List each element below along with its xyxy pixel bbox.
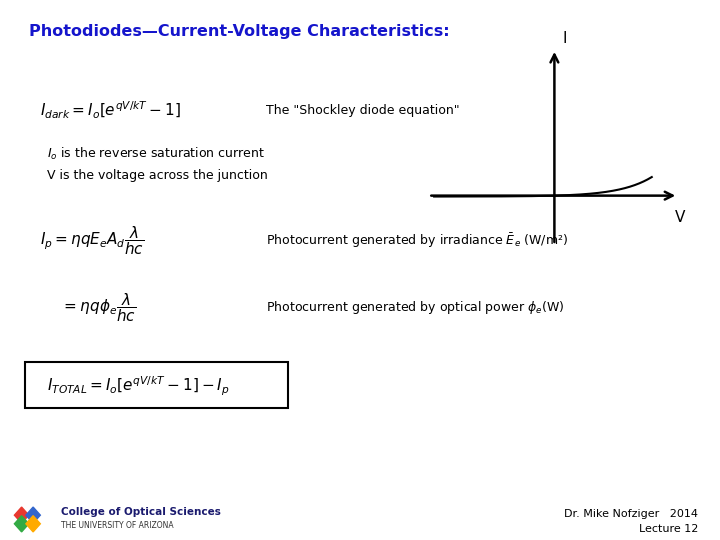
Polygon shape: [14, 507, 29, 523]
Text: THE UNIVERSITY OF ARIZONA: THE UNIVERSITY OF ARIZONA: [61, 521, 174, 530]
Polygon shape: [26, 507, 40, 523]
Bar: [25, 362, 288, 408]
Text: V is the voltage across the junction: V is the voltage across the junction: [47, 169, 268, 182]
Text: $= \eta q \phi_e \dfrac{\lambda}{hc}$: $= \eta q \phi_e \dfrac{\lambda}{hc}$: [61, 292, 136, 324]
Text: $I_{dark} = I_o\left[e^{qV/kT}-1\right]$: $I_{dark} = I_o\left[e^{qV/kT}-1\right]$: [40, 100, 181, 122]
Text: Dr. Mike Nofziger   2014: Dr. Mike Nofziger 2014: [564, 509, 698, 519]
Text: V: V: [675, 210, 685, 225]
Text: I: I: [562, 31, 567, 45]
Text: Photocurrent generated by irradiance $\bar{E}_e$ (W/m²): Photocurrent generated by irradiance $\b…: [266, 231, 569, 249]
Text: The "Shockley diode equation": The "Shockley diode equation": [266, 104, 460, 117]
Text: $I_o$ is the reverse saturation current: $I_o$ is the reverse saturation current: [47, 146, 265, 162]
Text: $I_p = \eta q E_e A_d \dfrac{\lambda}{hc}$: $I_p = \eta q E_e A_d \dfrac{\lambda}{hc…: [40, 224, 144, 256]
Polygon shape: [14, 516, 29, 532]
Text: $I_{TOTAL} = I_o\left[e^{qV/kT}-1\right] - I_p$: $I_{TOTAL} = I_o\left[e^{qV/kT}-1\right]…: [47, 374, 230, 398]
Text: College of Optical Sciences: College of Optical Sciences: [61, 507, 221, 517]
Text: Photodiodes—Current-Voltage Characteristics:: Photodiodes—Current-Voltage Characterist…: [29, 24, 449, 39]
Text: Photocurrent generated by optical power $\phi_e$(W): Photocurrent generated by optical power …: [266, 299, 565, 316]
Polygon shape: [26, 516, 40, 532]
Text: Lecture 12: Lecture 12: [639, 523, 698, 534]
